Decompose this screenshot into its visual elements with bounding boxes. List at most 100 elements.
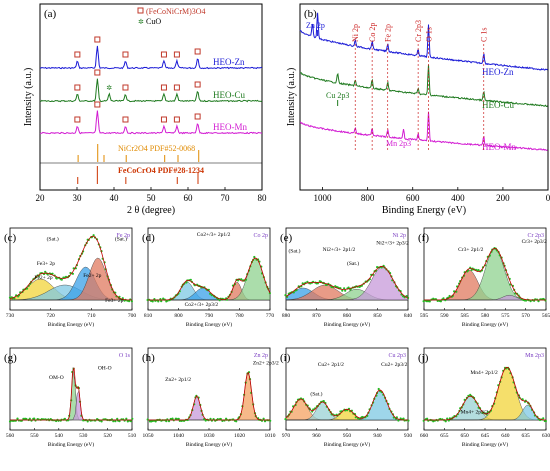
data-point (116, 417, 119, 420)
x-tick-label: 630 (542, 433, 550, 439)
fit-envelope (148, 257, 271, 301)
x-tick-label: 720 (47, 313, 56, 319)
xrd-line-HEO-Zn (39, 45, 263, 70)
data-point (284, 418, 287, 421)
x-tick-label: 40 (110, 193, 120, 203)
xrd-square-marker (173, 116, 180, 123)
xrd-square-marker (194, 113, 201, 120)
fit-envelope (285, 389, 408, 421)
data-point (118, 420, 121, 423)
x-tick-label: 650 (461, 433, 470, 439)
xrd-square-marker (74, 51, 81, 58)
peak-annotation: OH-O (98, 365, 112, 371)
x-tick-label: 565 (542, 313, 550, 319)
data-point (171, 417, 174, 420)
data-point (219, 417, 222, 421)
data-point (263, 420, 267, 423)
data-point (167, 420, 171, 423)
peak-annotation: Cu2+ 2p3/2 (381, 362, 407, 368)
x-tick-label: 60 (184, 193, 194, 203)
peak-annotation: Zn2+ 2p3/2 (253, 360, 279, 366)
panel-title: Zn 2p (254, 353, 268, 359)
ref-label: FeCoCrO4 PDF#28-1234 (118, 166, 204, 175)
data-point (341, 289, 344, 292)
x-tick-label: 710 (87, 313, 96, 319)
panel-title: Co 2p (253, 233, 268, 239)
xrd-star-marker: ✲ (106, 84, 112, 92)
xrd-square-marker (173, 51, 180, 58)
legend-star-label: CuO (146, 17, 161, 26)
x-tick-label: 0 (546, 193, 550, 203)
data-point (146, 298, 149, 302)
data-point (100, 420, 103, 423)
x-axis-label: Binding Energy (eV) (382, 205, 466, 216)
data-point (64, 275, 68, 278)
fit-envelope (10, 367, 132, 421)
data-point (306, 280, 309, 283)
data-point (380, 266, 383, 269)
peak-annotation: (Sat.) (310, 391, 322, 398)
x-tick-label: 1000 (314, 193, 333, 203)
data-point (26, 287, 29, 290)
xps-series-label-HEO-Cu: HEO-Cu (482, 100, 514, 110)
data-point (426, 417, 429, 420)
panel-h: (h) Zn 2p Zn2+ 2p1/2 Zn2+ 2p3/2 1050 1040 1030… (142, 347, 279, 448)
xps-survey-line-HEO-Cu (299, 64, 548, 108)
x-axis-label: 2 θ (degree) (127, 205, 175, 216)
x-tick-label: 940 (373, 433, 382, 439)
peak-annotation: (Sat.) (47, 235, 59, 242)
panel-title: Fe 2p (117, 233, 131, 239)
fit-envelope (424, 247, 546, 301)
x-axis-label: Binding Energy (eV) (48, 321, 95, 328)
xrd-square-marker (122, 51, 129, 58)
peak-annotation: Ni2+/3+ 2p1/2 (323, 247, 356, 253)
peak-annotation: Fe3+ 2p (37, 261, 55, 267)
xps-survey-line-HEO-Mn (299, 111, 548, 151)
xps-series-label-HEO-Zn: HEO-Zn (482, 67, 514, 77)
xrd-square-marker (122, 84, 129, 91)
data-point (432, 297, 435, 300)
data-point (354, 416, 357, 419)
panel-e: (e) Ni 2p (Sat.) Ni2+/3+ 2p1/2 (Sat.) Ni2+/3+… (280, 227, 412, 328)
data-point (235, 420, 238, 423)
panel-tag: (e) (280, 232, 293, 244)
x-tick-label: 1030 (204, 433, 215, 439)
xrd-square-marker (160, 116, 167, 123)
peak-label-cu: Cu 2p3 (326, 91, 349, 100)
x-tick-label: 780 (235, 313, 244, 319)
x-tick-label: 580 (481, 313, 490, 319)
data-point (69, 271, 72, 275)
x-tick-label: 595 (420, 313, 429, 319)
x-tick-label: 570 (522, 313, 531, 319)
x-tick-label: 930 (404, 433, 413, 439)
panel-b-frame (299, 3, 549, 191)
peak-label: Ni 2p (351, 24, 360, 42)
data-point (55, 277, 58, 280)
xrd-square-marker (173, 84, 180, 91)
x-tick-label: 660 (420, 433, 429, 439)
peak-annotation: Cr3+ 2p3/2 (522, 239, 548, 245)
xrd-series-label-HEO-Mn: HEO-Mn (213, 122, 247, 132)
xrd-square-marker (74, 84, 81, 91)
data-point (185, 281, 188, 284)
x-tick-label: 560 (6, 433, 15, 439)
data-point (322, 400, 325, 403)
data-point (51, 272, 54, 275)
data-point (537, 300, 540, 303)
data-point (28, 417, 31, 420)
data-point (544, 419, 548, 423)
xrd-square-marker (194, 81, 201, 88)
data-point (204, 419, 207, 422)
data-point (377, 387, 380, 391)
ref-label: NiCr2O4 PDF#52-0068 (118, 144, 195, 153)
data-point (125, 417, 128, 420)
x-tick-label: 860 (343, 313, 352, 319)
data-point (397, 419, 400, 422)
data-point (347, 286, 350, 289)
x-tick-label: 800 (361, 193, 375, 203)
peak-label: Co 2p (368, 23, 377, 42)
x-axis-label: Binding Energy (eV) (186, 441, 233, 448)
data-point (92, 234, 95, 237)
fit-envelope (424, 366, 547, 421)
